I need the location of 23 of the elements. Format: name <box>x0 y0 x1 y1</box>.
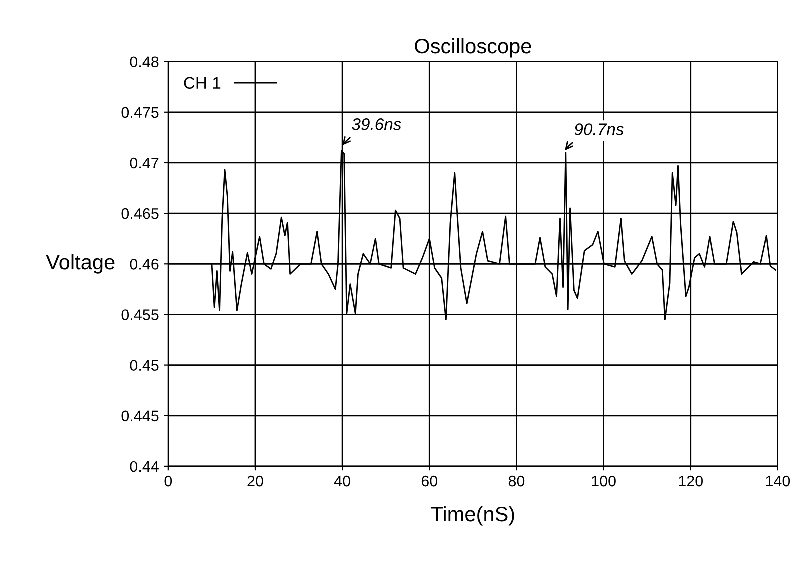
x-tick-label: 60 <box>422 476 438 487</box>
annotation: 39.6ns <box>352 118 402 130</box>
x-tick-label: 80 <box>508 476 525 487</box>
y-tick-label: 0.47 <box>130 158 159 169</box>
y-tick-label: 0.445 <box>122 410 159 422</box>
legend-label: CH 1 <box>184 77 221 90</box>
y-tick-label: 0.44 <box>130 461 159 472</box>
x-tick-label: 100 <box>592 476 616 487</box>
y-tick-label: 0.46 <box>130 259 159 270</box>
x-tick-label: 120 <box>679 476 704 487</box>
x-axis-title: Time(nS) <box>431 506 514 526</box>
x-tick-label: 0 <box>164 476 172 487</box>
annotation: 90.7ns <box>574 124 624 136</box>
x-tick-label: 140 <box>766 476 790 487</box>
x-tick-label: 20 <box>248 476 264 487</box>
x-tick-label: 40 <box>334 476 350 487</box>
y-tick-label: 0.455 <box>122 310 159 320</box>
y-axis-title: Voltage <box>46 254 115 274</box>
y-tick-label: 0.48 <box>130 56 159 68</box>
y-tick-label: 0.465 <box>122 208 159 220</box>
chart-title: Oscilloscope <box>415 38 532 58</box>
y-tick-label: 0.475 <box>122 107 159 118</box>
y-tick-label: 0.45 <box>130 360 159 371</box>
